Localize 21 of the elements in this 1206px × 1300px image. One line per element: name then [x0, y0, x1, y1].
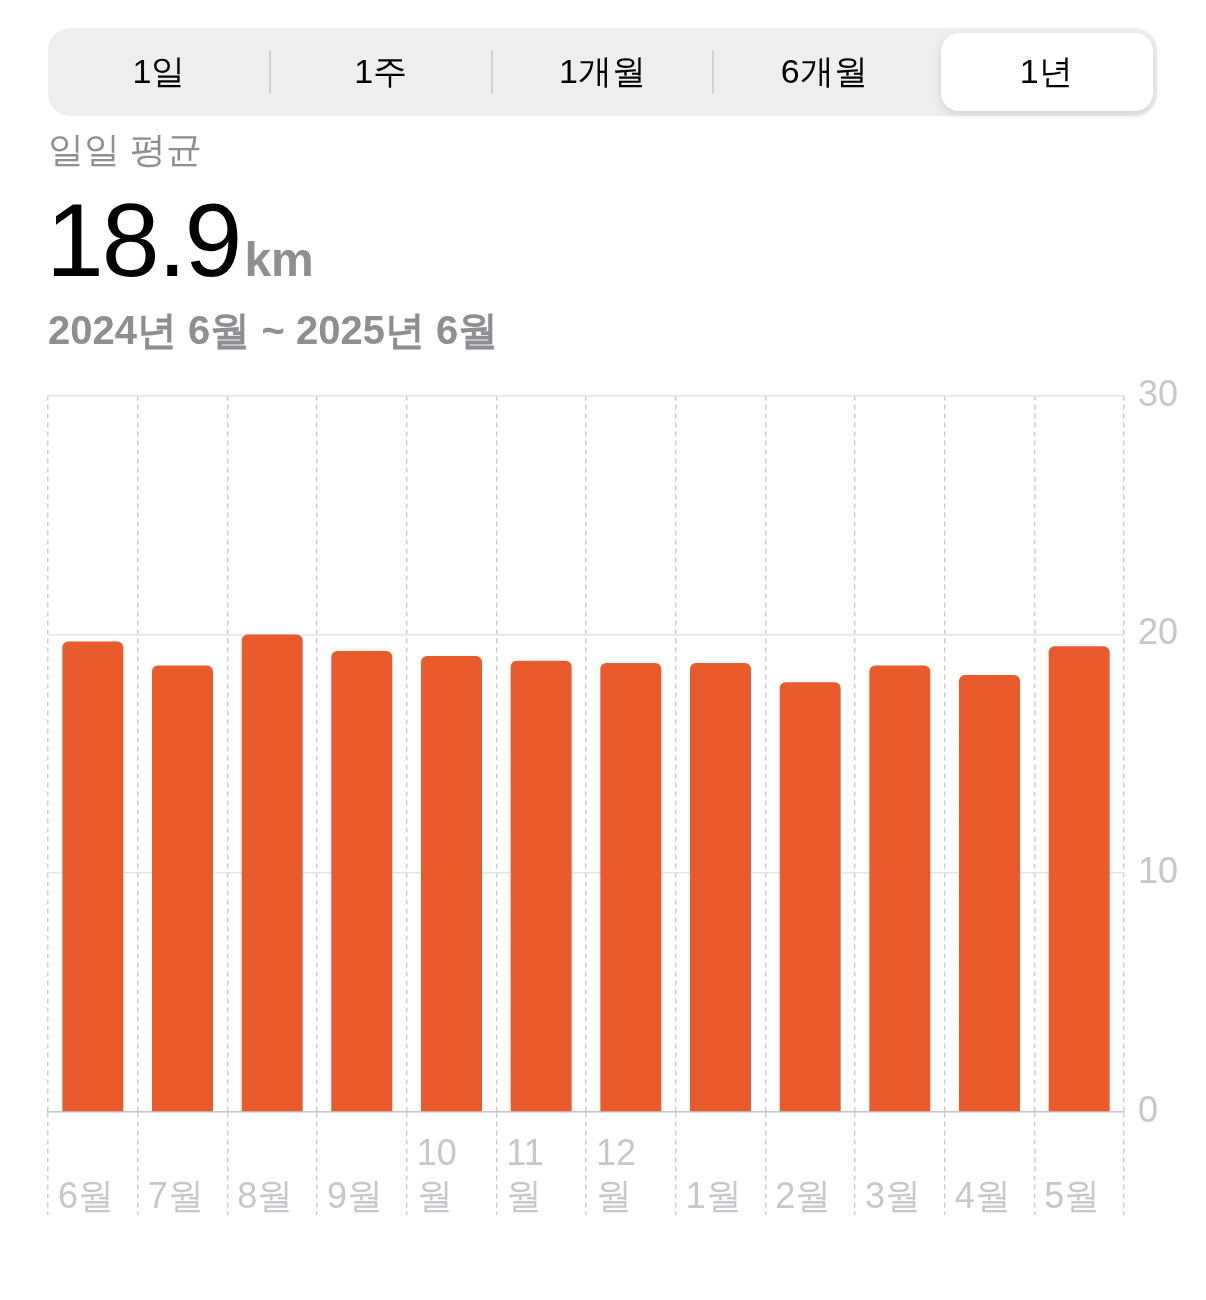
- x-tick-label: 1월: [685, 1174, 742, 1216]
- x-tick-label: 11월: [506, 1131, 544, 1216]
- y-tick-label: 10: [1138, 850, 1179, 892]
- x-tick-label: 3월: [865, 1174, 922, 1216]
- x-tick-label: 8월: [237, 1174, 294, 1216]
- x-tick-label: 9월: [327, 1174, 384, 1216]
- x-tick-label: 6월: [58, 1174, 115, 1216]
- x-tick-label: 12월: [596, 1131, 637, 1216]
- text: km: [244, 233, 314, 286]
- text: 18.9: [46, 182, 241, 298]
- x-tick-label: 7월: [147, 1174, 204, 1216]
- y-tick-label: 0: [1138, 1088, 1159, 1130]
- x-tick-label: 4월: [954, 1174, 1011, 1216]
- x-tick-label: 2월: [775, 1174, 832, 1216]
- chart-subtitle: 2024년 6월 ~ 2025년 6월: [48, 308, 499, 352]
- x-tick-label: 5월: [1044, 1174, 1101, 1216]
- y-tick-label: 30: [1138, 372, 1179, 414]
- chart-title: 일일 평균: [48, 129, 203, 170]
- y-tick-label: 20: [1138, 611, 1179, 653]
- x-tick-label: 10월: [416, 1131, 457, 1216]
- segmented-control: 1일 1주 1개월 6개월 1년: [48, 28, 1157, 116]
